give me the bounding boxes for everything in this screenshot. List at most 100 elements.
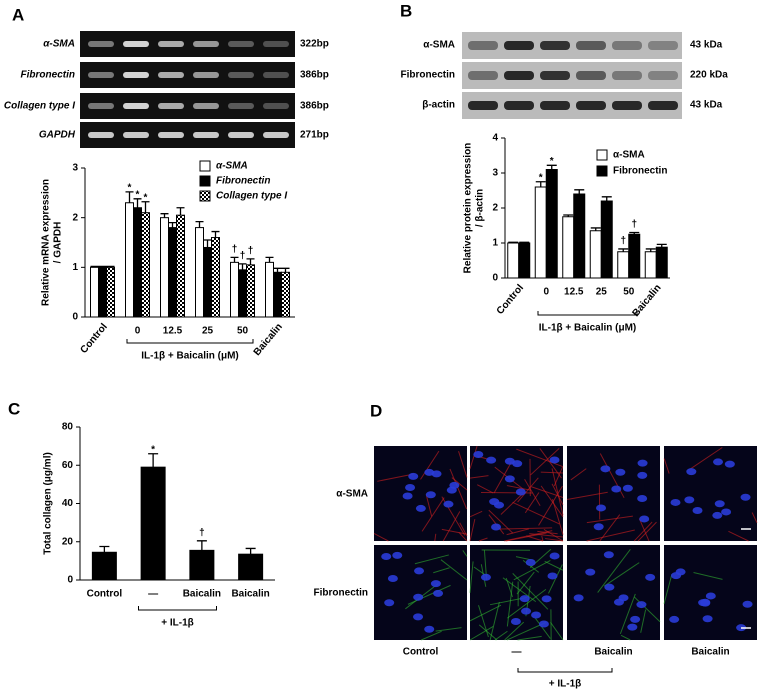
bar — [133, 207, 142, 318]
fiber — [526, 535, 544, 542]
x-tick-label: 0 — [543, 287, 549, 298]
error-bar — [590, 227, 601, 231]
error-bar — [230, 256, 239, 263]
blot-strip — [462, 32, 682, 59]
nucleus — [473, 450, 484, 458]
fiber — [458, 531, 468, 542]
significance-mark: † — [232, 244, 238, 255]
nucleus — [627, 623, 638, 631]
x-tick-label: 50 — [237, 326, 249, 337]
fiber — [540, 471, 564, 474]
bar — [281, 271, 290, 318]
gel-lane-strip — [80, 62, 295, 88]
legend-swatch — [596, 165, 608, 177]
blot-strip — [462, 92, 682, 119]
nucleus — [433, 589, 444, 597]
significance-mark: * — [136, 189, 140, 200]
fiber — [488, 509, 514, 534]
error-bar — [90, 265, 99, 268]
x-tick-label: 50 — [623, 287, 635, 298]
nucleus — [425, 491, 436, 499]
group-label: + IL-1β — [161, 618, 194, 629]
y-axis-label: Total collagen (μg/ml) — [43, 452, 54, 555]
nucleus — [639, 515, 650, 523]
nucleus — [493, 501, 504, 509]
fiber — [586, 515, 633, 524]
nucleus — [547, 572, 558, 580]
fiber — [433, 567, 450, 574]
fiber — [494, 630, 508, 641]
gel-band — [193, 132, 219, 138]
group-label: IL-1β + Baicalin (μM) — [141, 351, 239, 362]
error-bar — [196, 540, 207, 551]
blot-band — [612, 101, 642, 110]
fiber — [478, 537, 488, 542]
x-tick-label: Baicalin — [231, 589, 269, 600]
bar — [600, 200, 613, 279]
fiber — [548, 564, 563, 594]
gel-lane-strip — [80, 93, 295, 119]
gel-row-label: α-SMA — [43, 39, 75, 50]
bar — [98, 266, 107, 318]
error-bar — [125, 191, 134, 203]
bar — [655, 246, 668, 279]
error-bar — [133, 198, 142, 208]
y-tick-label: 0 — [492, 273, 498, 284]
gel-band — [123, 132, 149, 138]
fiber — [693, 572, 723, 580]
nucleus — [430, 580, 441, 588]
legend-label: Collagen type I — [216, 191, 287, 202]
nucleus — [596, 504, 607, 512]
nucleus — [593, 523, 604, 531]
gel-band — [263, 132, 289, 138]
nucleus — [615, 468, 626, 476]
fiber — [507, 588, 547, 619]
nucleus — [521, 607, 532, 615]
nucleus — [381, 553, 392, 561]
nucleus — [669, 615, 680, 623]
fiber — [552, 498, 564, 535]
blot-band — [540, 101, 570, 110]
gel-band — [123, 103, 149, 109]
nucleus — [392, 551, 403, 559]
fiber — [506, 528, 529, 536]
fiber — [689, 447, 723, 470]
significance-mark: * — [550, 156, 554, 167]
y-tick-label: 0 — [67, 575, 73, 586]
error-bar — [203, 239, 212, 248]
gel-band — [158, 72, 184, 78]
y-tick-label: 20 — [62, 536, 74, 547]
gel-band — [158, 132, 184, 138]
gel-band — [88, 41, 114, 47]
bar — [195, 227, 204, 318]
gel-band — [193, 41, 219, 47]
bar — [168, 227, 177, 318]
bar — [507, 242, 520, 279]
nucleus — [480, 573, 491, 581]
significance-mark: † — [620, 236, 626, 247]
nucleus — [384, 599, 395, 607]
x-tick-label: Control — [495, 282, 526, 316]
fiber — [506, 485, 531, 491]
gel-lane-strip — [80, 31, 295, 57]
blot-strip — [462, 62, 682, 89]
fiber — [500, 493, 523, 515]
bar — [644, 251, 657, 279]
bar — [562, 216, 575, 279]
nucleus — [405, 483, 416, 491]
error-bar — [546, 164, 557, 170]
x-tick-label: 0 — [135, 326, 141, 337]
error-bar — [535, 181, 546, 187]
legend-label: α-SMA — [613, 150, 645, 161]
group-bracket — [517, 668, 613, 673]
nucleus — [486, 456, 497, 464]
nucleus — [670, 498, 681, 506]
fiber — [541, 535, 544, 542]
gel-band — [228, 103, 254, 109]
nucleus — [491, 523, 502, 531]
error-bar — [574, 189, 585, 194]
gel-band — [123, 72, 149, 78]
gel-row-label: Collagen type I — [4, 101, 75, 112]
x-tick-label: — — [148, 589, 158, 600]
nucleus — [622, 484, 633, 492]
